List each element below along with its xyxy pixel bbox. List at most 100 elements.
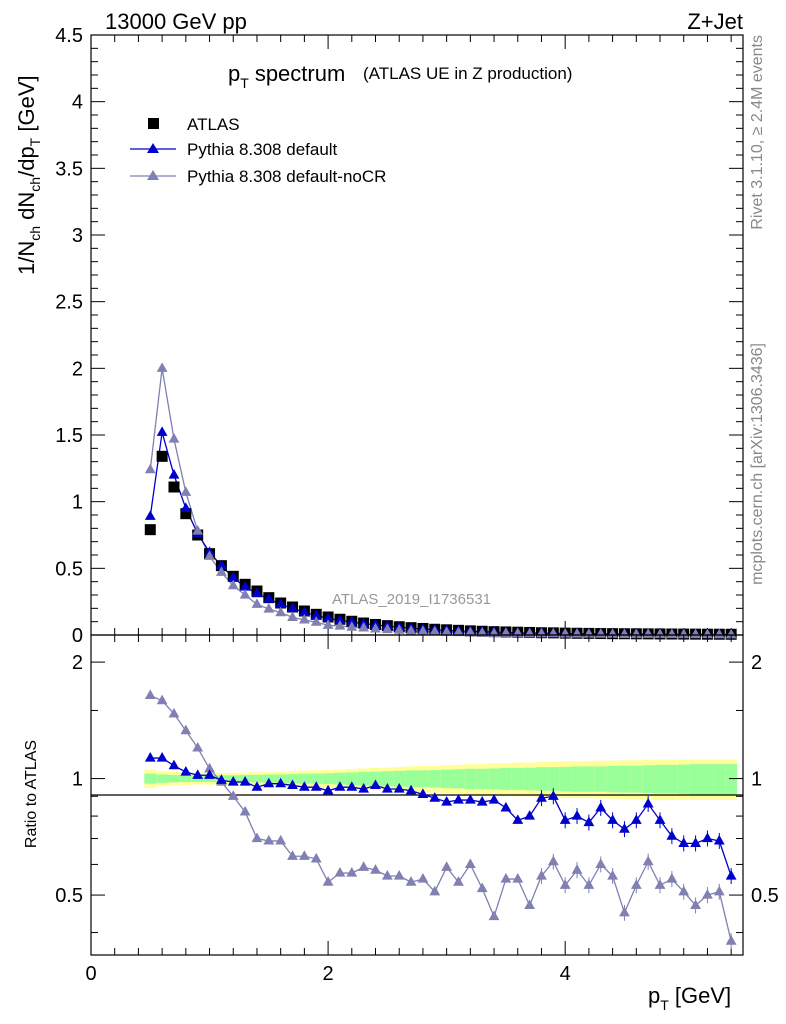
ratio-point-default	[536, 792, 547, 802]
main-point-nocr	[464, 626, 476, 637]
xlabel: pT [GeV]	[648, 983, 731, 1013]
ratio-ytick-label-right: 2	[751, 652, 762, 674]
ratio-point-default	[156, 752, 168, 762]
ratio-point-nocr	[713, 885, 725, 896]
ratio-point-nocr	[334, 867, 346, 877]
ratio-point-default	[488, 794, 500, 804]
ratio-band-inner	[606, 765, 619, 793]
main-point-default	[310, 609, 322, 620]
ratio-ytick-label-right: 1	[751, 769, 762, 791]
main-point-nocr	[358, 621, 370, 632]
ratio-xtick-label: 2	[323, 963, 334, 985]
main-point-nocr	[690, 628, 701, 639]
ratio-point-default	[381, 782, 393, 793]
ratio-band-inner	[594, 766, 607, 792]
mcplots-label: mcplots.cern.ch [arXiv:1306.3436]	[749, 343, 766, 585]
ratio-xtick-label: 0	[85, 963, 96, 985]
ratio-point-default	[690, 837, 701, 847]
main-point-nocr	[702, 628, 713, 639]
main-point-default	[298, 606, 310, 616]
ratio-point-nocr	[287, 850, 298, 860]
ratio-band-inner	[440, 769, 453, 789]
main-point-default	[239, 581, 251, 591]
legend-label-default: Pythia 8.308 default	[187, 140, 338, 159]
ratio-point-default	[358, 782, 370, 793]
main-point-nocr	[310, 616, 322, 626]
main-point-default	[251, 587, 263, 598]
ratio-marks	[144, 689, 737, 950]
ratio-band-inner	[334, 772, 346, 785]
ratio-band-inner	[488, 768, 500, 790]
ratio-point-default	[429, 792, 441, 802]
ratio-point-nocr	[678, 885, 690, 896]
main-ytick-label: 0	[72, 625, 83, 647]
ratio-point-nocr	[405, 876, 417, 886]
main-point-default	[263, 593, 275, 603]
ratio-ticks: 0.5 0.5 1 1 2 2 0 2 4	[55, 635, 779, 985]
ratio-band-inner	[713, 764, 726, 795]
ratio-point-nocr	[180, 724, 192, 735]
main-point-default	[180, 502, 192, 512]
ratio-band-inner	[725, 764, 738, 795]
ratio-band-inner	[144, 773, 157, 784]
main-ytick-label: 3.5	[55, 158, 83, 180]
main-point-nocr	[619, 628, 630, 639]
main-point-nocr	[453, 626, 464, 637]
main-point-atlas	[156, 450, 168, 462]
ratio-band-inner	[393, 770, 406, 787]
ratio-band-inner	[618, 765, 631, 793]
ratio-point-default	[405, 784, 417, 795]
ratio-point-default	[547, 790, 559, 800]
ratio-line-nocr	[150, 694, 732, 942]
ratio-point-nocr	[559, 879, 571, 889]
main-point-nocr	[417, 625, 429, 635]
ratio-band-inner	[251, 774, 263, 783]
ratio-point-nocr	[298, 850, 310, 860]
main-point-nocr	[287, 611, 298, 621]
ratio-point-default	[702, 832, 713, 843]
ratio-point-default	[678, 837, 690, 847]
ratio-band-inner	[677, 764, 690, 794]
ratio-point-nocr	[168, 707, 180, 718]
ratio-band-inner	[499, 767, 512, 790]
ratio-band-inner	[452, 769, 465, 789]
main-point-default	[156, 426, 168, 436]
main-point-nocr	[275, 606, 287, 617]
legend-marker-default	[147, 143, 159, 153]
main-point-nocr	[192, 525, 204, 535]
ratio-point-nocr	[370, 864, 381, 874]
main-point-nocr	[654, 628, 666, 639]
main-point-nocr	[405, 625, 417, 635]
main-point-nocr	[381, 623, 393, 634]
main-point-nocr	[204, 550, 215, 560]
ratio-point-nocr	[381, 870, 393, 880]
legend-label-nocr: Pythia 8.308 default-noCR	[187, 167, 386, 186]
ratio-point-default	[619, 823, 630, 833]
ratio-ylabel: Ratio to ATLAS	[23, 740, 40, 848]
main-point-nocr	[441, 626, 453, 636]
ratio-point-nocr	[476, 882, 488, 893]
main-point-atlas	[168, 481, 180, 493]
ratio-band-inner	[476, 768, 489, 789]
ratio-point-nocr	[263, 834, 275, 845]
ratio-panel: 0.5 0.5 1 1 2 2 0 2 4	[55, 634, 779, 985]
ratio-point-nocr	[310, 852, 322, 863]
ratio-point-default	[654, 814, 666, 824]
main-point-nocr	[370, 622, 381, 633]
ratio-point-nocr	[192, 741, 204, 752]
ratio-point-nocr	[464, 858, 476, 869]
ratio-point-default	[216, 774, 227, 784]
ratio-point-nocr	[429, 885, 441, 896]
ratio-point-nocr	[690, 899, 701, 910]
main-point-default	[168, 469, 180, 479]
main-point-nocr	[298, 613, 310, 624]
ratio-point-default	[370, 779, 381, 790]
ratio-point-default	[583, 816, 595, 827]
ratio-point-default	[595, 801, 607, 812]
ratio-point-default	[713, 834, 725, 845]
ratio-point-default	[571, 810, 583, 820]
ratio-band-inner	[322, 773, 335, 785]
ratio-band-inner	[405, 770, 417, 788]
ratio-point-nocr	[358, 861, 370, 871]
ratio-point-default	[144, 752, 156, 762]
